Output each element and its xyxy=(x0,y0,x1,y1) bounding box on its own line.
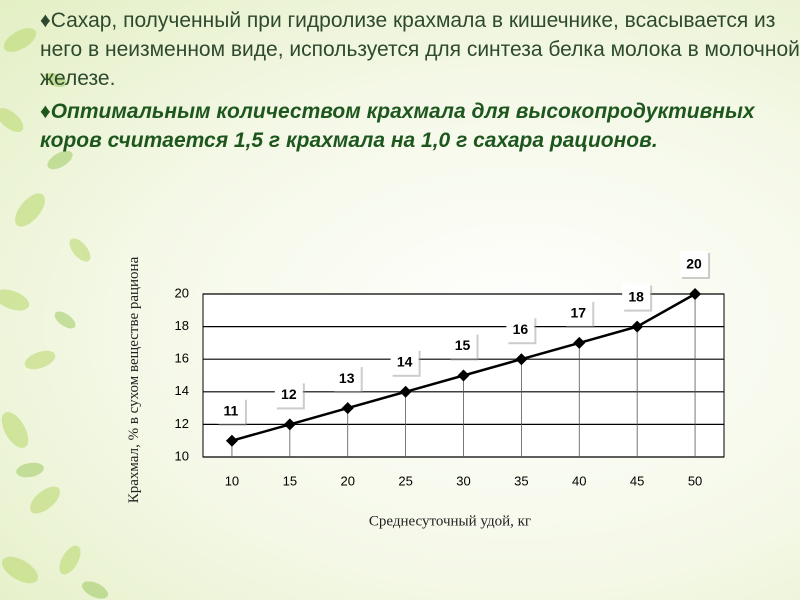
y-tick-label: 10 xyxy=(175,448,189,463)
value-label: 20 xyxy=(686,256,702,272)
x-tick-label: 25 xyxy=(398,473,412,488)
x-tick-label: 35 xyxy=(514,473,528,488)
marker xyxy=(689,288,702,300)
value-label-box xyxy=(564,299,593,326)
value-label: 14 xyxy=(397,354,413,370)
paragraph: ♦Оптимальным количеством крахмала для вы… xyxy=(40,97,800,155)
marker xyxy=(225,434,238,447)
value-label: 13 xyxy=(339,370,355,386)
value-label: 15 xyxy=(455,337,471,353)
y-tick-label: 18 xyxy=(175,318,189,333)
y-tick-label: 16 xyxy=(175,351,189,366)
value-label: 18 xyxy=(628,288,644,304)
marker xyxy=(631,320,644,333)
x-tick-label: 50 xyxy=(688,473,702,488)
x-tick-label: 40 xyxy=(572,473,586,488)
marker xyxy=(399,385,412,398)
marker xyxy=(573,336,586,349)
marker xyxy=(341,402,354,415)
x-tick-label: 20 xyxy=(340,473,354,488)
bullet: ♦ xyxy=(40,9,51,32)
value-label-box xyxy=(390,348,419,375)
y-tick-label: 20 xyxy=(175,285,189,300)
x-tick-label: 45 xyxy=(630,473,644,488)
marker xyxy=(457,369,470,382)
y-axis-title-box: Крахмал, % в сухом веществе рациона xyxy=(126,256,142,504)
value-label-box xyxy=(448,332,477,359)
x-tick-label: 10 xyxy=(225,473,239,488)
value-label-box xyxy=(680,251,709,277)
y-tick-label: 12 xyxy=(175,416,189,431)
y-axis-title: Крахмал, % в сухом веществе рациона xyxy=(126,256,142,504)
value-label: 11 xyxy=(224,402,239,418)
value-label-box xyxy=(332,365,361,392)
x-axis-title: Среднесуточный удой, кг xyxy=(369,513,531,529)
value-label: 12 xyxy=(281,386,297,402)
x-tick-label: 15 xyxy=(283,473,297,488)
value-label: 16 xyxy=(513,321,529,337)
value-label-box xyxy=(506,316,535,343)
marker xyxy=(515,353,528,366)
bullet: ♦ xyxy=(40,100,51,123)
paragraph-text: Оптимальным количеством крахмала для выс… xyxy=(40,100,755,152)
value-label: 17 xyxy=(570,305,586,321)
paragraph: ♦Сахар, полученный при гидролизе крахмал… xyxy=(40,6,800,93)
value-label-box xyxy=(622,283,651,310)
y-tick-label: 14 xyxy=(175,383,189,398)
paragraph-text: Сахар, полученный при гидролизе крахмала… xyxy=(40,9,800,90)
value-label-box xyxy=(216,397,245,424)
text-block: ♦Сахар, полученный при гидролизе крахмал… xyxy=(40,6,800,159)
value-label-box xyxy=(274,381,303,408)
x-tick-label: 30 xyxy=(456,473,470,488)
marker xyxy=(283,418,296,431)
